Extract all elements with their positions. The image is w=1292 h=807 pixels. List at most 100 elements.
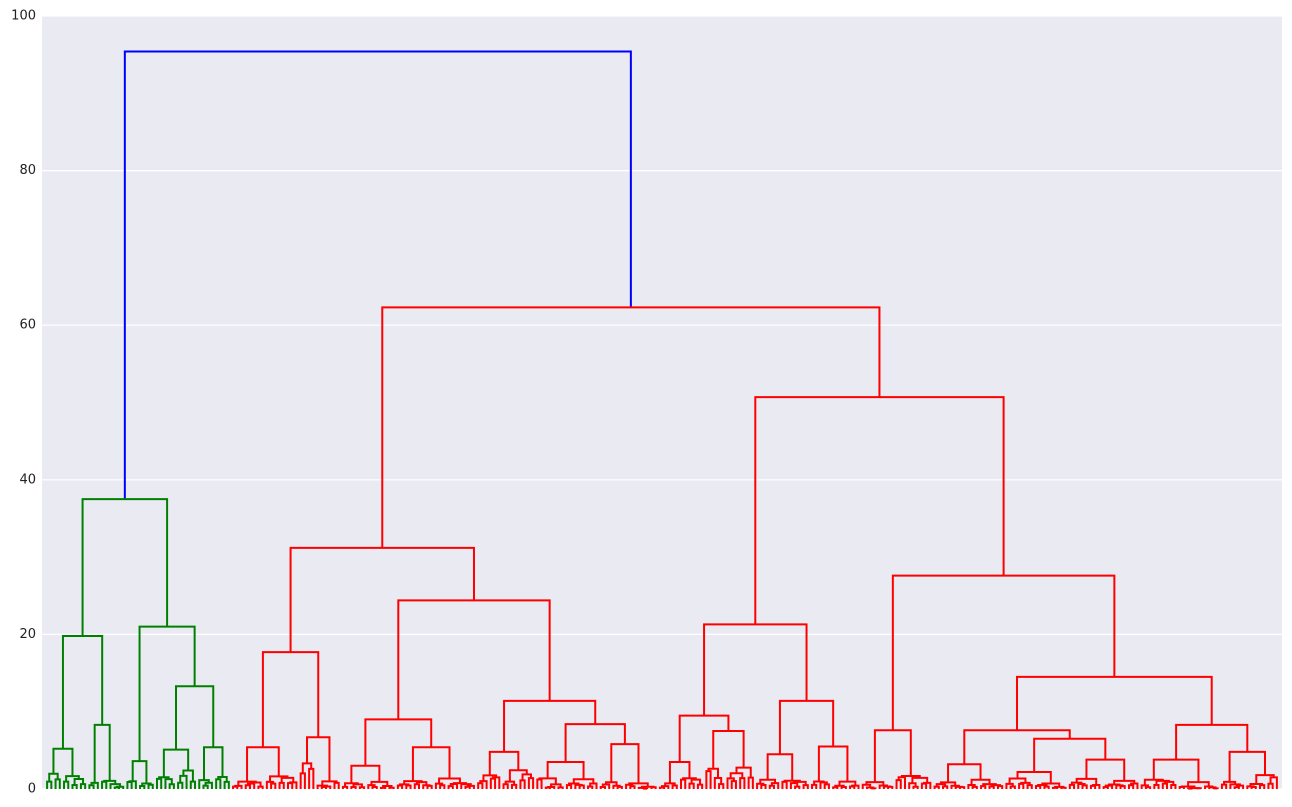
- dendrogram-link: [48, 772, 59, 782]
- dendrogram-link: [123, 50, 632, 500]
- dendrogram-link: [958, 786, 966, 789]
- dendrogram-link: [109, 783, 122, 789]
- dendrogram-link: [278, 781, 285, 789]
- dendrogram-link: [352, 783, 363, 788]
- dendrogram-link: [52, 747, 74, 777]
- dendrogram-link: [712, 730, 745, 769]
- dendrogram-link: [1035, 784, 1042, 789]
- dendrogram-link: [246, 746, 280, 782]
- dendrogram-link: [861, 783, 872, 789]
- dendrogram-link: [610, 743, 640, 784]
- dendrogram-link: [726, 777, 735, 789]
- dendrogram-link: [1152, 758, 1200, 783]
- dendrogram-link: [217, 775, 228, 782]
- dendrogram-link: [333, 781, 340, 789]
- dendrogram-link: [1223, 780, 1237, 785]
- dendrogram-link: [320, 785, 328, 789]
- dendrogram-link: [358, 786, 366, 789]
- dendrogram-link: [198, 779, 210, 789]
- dendrogram-link: [101, 780, 108, 789]
- dendrogram-link: [587, 785, 594, 789]
- dendrogram-link: [479, 780, 488, 789]
- dendrogram-link: [707, 767, 719, 778]
- dendrogram-link: [71, 784, 78, 789]
- dendrogram-link: [1043, 785, 1050, 789]
- dendrogram-link: [971, 785, 978, 789]
- y-tick-label: 60: [19, 318, 36, 333]
- dendrogram-link: [73, 777, 85, 786]
- dendrogram-link: [204, 781, 213, 789]
- dendrogram-link: [1153, 784, 1160, 789]
- dendrogram-link: [244, 784, 251, 789]
- dendrogram-link: [912, 785, 919, 789]
- dendrogram-link: [182, 769, 194, 782]
- dendrogram-link: [397, 599, 551, 720]
- dendrogram-link: [789, 782, 799, 789]
- dendrogram-link: [947, 763, 982, 783]
- dendrogram-link: [696, 783, 704, 789]
- dendrogram-link: [572, 778, 595, 784]
- dendrogram-link: [1187, 781, 1210, 787]
- dendrogram-link: [289, 546, 475, 653]
- dendrogram-link: [113, 786, 120, 789]
- dendrogram-link: [908, 782, 917, 789]
- dendrogram-link: [396, 784, 404, 789]
- dendrogram-link: [1228, 750, 1266, 782]
- dendrogram-link: [519, 779, 526, 789]
- dendrogram-link: [411, 746, 451, 782]
- dendrogram-link: [371, 785, 378, 789]
- dendrogram-link: [768, 784, 775, 789]
- dendrogram-link: [90, 781, 99, 789]
- dendrogram-link: [308, 767, 315, 789]
- dendrogram-link: [933, 785, 940, 789]
- dendrogram-link: [350, 764, 381, 784]
- dendrogram-link: [629, 785, 636, 789]
- dendrogram-link: [1250, 785, 1257, 789]
- dendrogram-link: [1220, 783, 1228, 789]
- dendrogram-link: [81, 498, 169, 636]
- dendrogram-link: [489, 777, 497, 789]
- dendrogram-link: [1267, 782, 1274, 789]
- dendrogram-link: [897, 776, 906, 789]
- dendrogram-link: [1161, 782, 1169, 789]
- dendrogram-link: [502, 783, 509, 789]
- dendrogram-link: [849, 785, 856, 789]
- dendrogram-link: [1119, 785, 1126, 789]
- dendrogram-link: [179, 774, 188, 789]
- dendrogram-link: [1081, 784, 1088, 789]
- dendrogram-link: [482, 774, 498, 782]
- dendrogram-link: [203, 746, 224, 781]
- dendrogram-link: [177, 781, 184, 789]
- dendrogram-link: [364, 718, 433, 766]
- dendrogram-link: [1016, 770, 1052, 784]
- dendrogram-link: [1170, 783, 1177, 789]
- dendrogram-link: [504, 780, 516, 785]
- dendrogram-link: [164, 778, 173, 789]
- y-tick-label: 20: [19, 627, 36, 642]
- dendrogram-link: [718, 783, 725, 789]
- dendrogram-link: [189, 780, 197, 789]
- dendrogram-link: [439, 784, 446, 789]
- dendrogram-link: [605, 781, 618, 786]
- dendrogram-link: [688, 782, 695, 789]
- dendrogram-link: [93, 723, 111, 783]
- dendrogram-link: [61, 634, 104, 749]
- dendrogram-link: [503, 699, 597, 752]
- dendrogram-link: [970, 778, 991, 786]
- dendrogram-link: [1016, 675, 1213, 731]
- dendrogram-link: [557, 786, 564, 789]
- dendrogram-link: [223, 780, 230, 789]
- dendrogram-link: [306, 736, 331, 782]
- dendrogram-link: [286, 782, 294, 789]
- dendrogram-link: [599, 786, 606, 789]
- dendrogram-link: [1089, 784, 1097, 789]
- y-tick-label: 100: [11, 9, 36, 24]
- dendrogram-link: [350, 786, 357, 789]
- dendrogram-link: [873, 729, 912, 783]
- dendrogram-link: [838, 780, 857, 786]
- dendrogram-link: [370, 780, 389, 786]
- dendrogram-link: [1195, 787, 1202, 790]
- dendrogram-link: [935, 783, 947, 787]
- dendrogram-link: [341, 785, 349, 789]
